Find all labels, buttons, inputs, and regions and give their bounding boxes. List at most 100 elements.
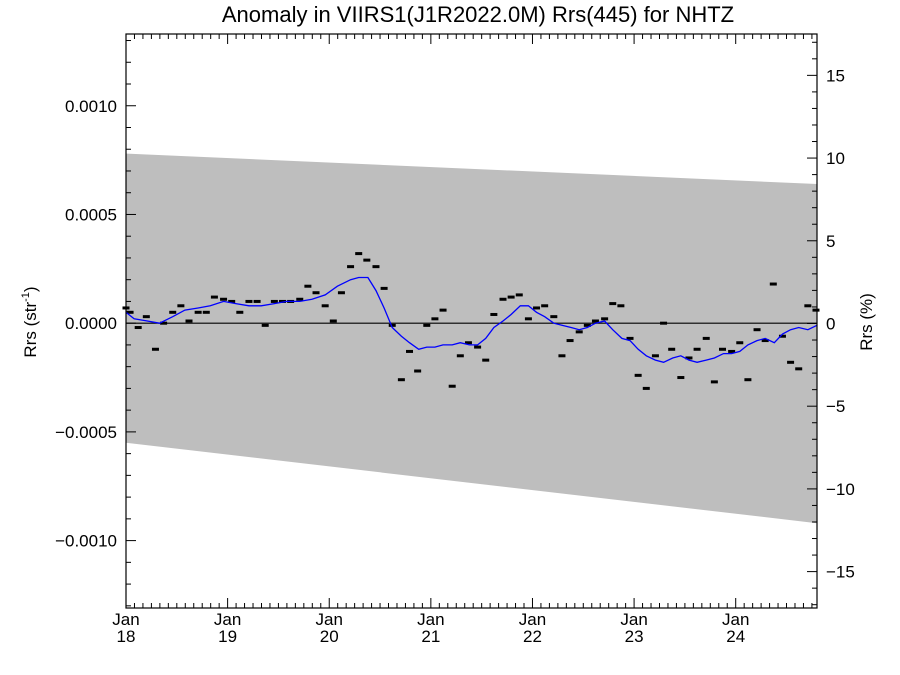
data-point-19: [278, 299, 286, 303]
data-point-53: [566, 339, 574, 343]
x-tick-label-year-6: 24: [726, 627, 745, 646]
data-point-30: [372, 265, 380, 269]
y-tick-label-0: 0.0010: [65, 97, 117, 116]
data-point-25: [329, 319, 337, 323]
data-point-79: [787, 360, 795, 364]
data-point-62: [642, 386, 650, 390]
data-point-14: [236, 310, 244, 314]
data-point-27: [347, 265, 355, 269]
series-line: [125, 276, 818, 363]
data-point-44: [490, 312, 498, 316]
data-point-78: [778, 334, 786, 338]
plot-area: Jan18Jan19Jan20Jan21Jan22Jan23Jan240.001…: [55, 33, 855, 646]
data-point-29: [363, 258, 371, 262]
x-tick-label-year-1: 19: [218, 627, 237, 646]
y-axis-label-close: ): [21, 286, 40, 292]
data-point-80: [795, 367, 803, 371]
data-point-66: [677, 376, 685, 380]
chart-title: Anomaly in VIIRS1(J1R2022.0M) Rrs(445) f…: [222, 2, 734, 27]
data-point-7: [177, 304, 185, 308]
data-point-70: [710, 380, 718, 384]
y2-tick-label-2: 5: [826, 232, 835, 251]
data-point-73: [736, 341, 744, 345]
data-point-49: [533, 306, 541, 310]
data-point-24: [321, 304, 329, 308]
uncertainty-band: [126, 153, 817, 524]
data-point-77: [769, 282, 777, 286]
x-tick-label-month-1: Jan: [214, 610, 241, 629]
data-point-56: [591, 319, 599, 323]
data-point-72: [728, 349, 736, 353]
x-tick-label-month-3: Jan: [417, 610, 444, 629]
data-point-21: [296, 297, 304, 301]
data-point-57: [601, 317, 609, 321]
data-point-47: [515, 293, 523, 297]
data-point-76: [761, 339, 769, 343]
data-point-43: [482, 358, 490, 362]
y-tick-label-3: −0.0005: [55, 423, 117, 442]
data-point-28: [355, 252, 363, 256]
data-point-64: [660, 321, 668, 325]
y-tick-label-1: 0.0005: [65, 205, 117, 224]
x-tick-label-year-0: 18: [117, 627, 136, 646]
data-point-13: [228, 299, 236, 303]
x-tick-label-year-3: 21: [421, 627, 440, 646]
data-point-46: [507, 295, 515, 299]
data-point-3: [142, 315, 150, 319]
x-tick-label-month-5: Jan: [620, 610, 647, 629]
data-point-23: [312, 291, 320, 295]
y-axis-label: Rrs (str-1): [20, 286, 40, 357]
y2-tick-label-5: −10: [826, 480, 855, 499]
data-point-60: [626, 336, 634, 340]
plot-frame: [125, 33, 818, 609]
data-point-1: [126, 310, 134, 314]
x-tick-label-year-2: 20: [320, 627, 339, 646]
y2-tick-label-1: 10: [826, 149, 845, 168]
data-point-41: [464, 341, 472, 345]
y2-tick-label-3: 0: [826, 314, 835, 333]
data-point-6: [169, 310, 177, 314]
data-point-11: [210, 295, 218, 299]
y2-tick-label-0: 15: [826, 66, 845, 85]
y2-tick-label-4: −5: [826, 397, 845, 416]
data-point-51: [550, 315, 558, 319]
x-tick-label-month-2: Jan: [316, 610, 343, 629]
y-tick-label-2: 0.0000: [65, 314, 117, 333]
y2-axis-label: Rrs (%): [857, 293, 876, 351]
data-point-17: [261, 323, 269, 327]
data-point-48: [524, 317, 532, 321]
data-point-12: [220, 297, 228, 301]
data-point-36: [423, 323, 431, 327]
data-point-69: [702, 336, 710, 340]
data-point-39: [448, 384, 456, 388]
data-point-58: [609, 302, 617, 306]
data-point-40: [456, 354, 464, 358]
data-point-59: [617, 304, 625, 308]
y-axis-label-exponent: -1: [20, 292, 32, 302]
data-point-71: [718, 347, 726, 351]
data-point-37: [431, 317, 439, 321]
data-point-4: [151, 347, 159, 351]
data-point-68: [693, 347, 701, 351]
data-point-33: [397, 378, 405, 382]
data-point-22: [304, 284, 312, 288]
data-point-45: [499, 297, 507, 301]
data-point-5: [160, 321, 168, 325]
data-point-74: [744, 378, 752, 382]
data-point-82: [812, 308, 820, 312]
data-point-42: [474, 345, 482, 349]
x-tick-label-year-5: 23: [625, 627, 644, 646]
data-point-18: [270, 299, 278, 303]
data-point-67: [685, 356, 693, 360]
data-point-63: [651, 354, 659, 358]
data-point-75: [753, 328, 761, 332]
data-point-34: [406, 349, 414, 353]
data-point-31: [380, 286, 388, 290]
data-point-35: [414, 369, 422, 373]
data-point-38: [439, 308, 447, 312]
data-point-81: [804, 304, 812, 308]
data-point-65: [668, 347, 676, 351]
y-tick-label-4: −0.0010: [55, 532, 117, 551]
x-tick-label-month-4: Jan: [519, 610, 546, 629]
data-point-2: [134, 326, 142, 330]
